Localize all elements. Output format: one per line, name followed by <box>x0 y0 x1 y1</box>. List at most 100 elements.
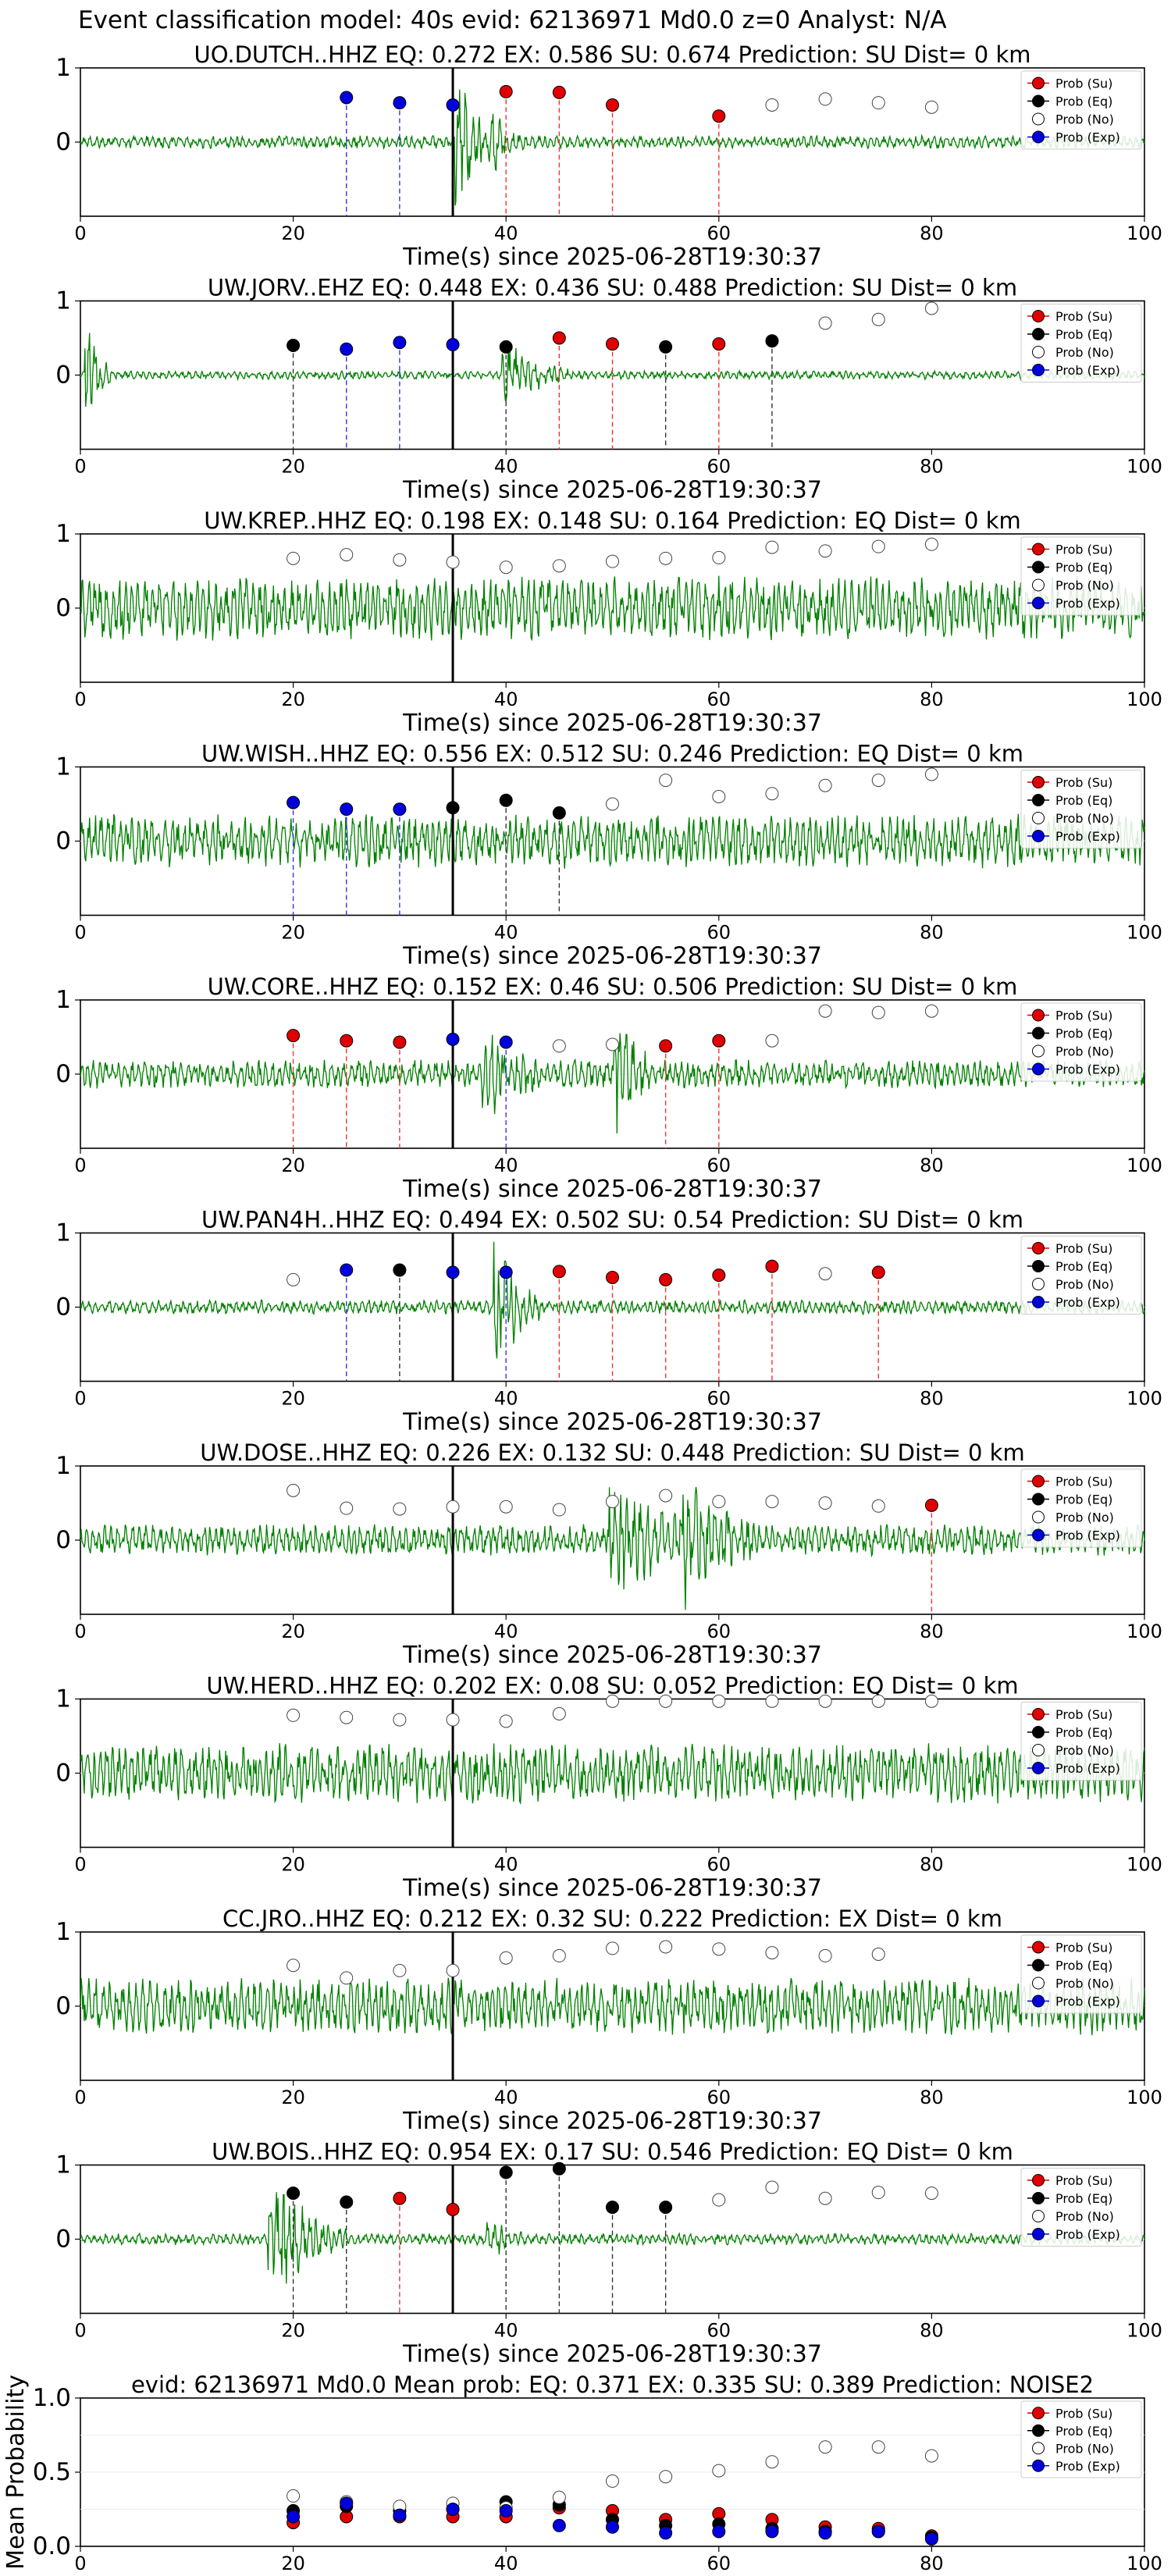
x-tick-label: 80 <box>920 922 944 944</box>
legend-marker-eq <box>1032 2424 1045 2437</box>
probability-marker-no <box>393 553 407 567</box>
legend-label-eq: Prob (Eq) <box>1055 2424 1112 2439</box>
probability-marker-no <box>818 316 832 330</box>
probability-marker-no <box>287 1483 301 1497</box>
x-tick-label: 40 <box>494 2553 518 2574</box>
legend-marker-exp <box>1032 364 1045 376</box>
legend-label-exp: Prob (Exp) <box>1055 596 1120 611</box>
probability-marker-no <box>765 540 779 554</box>
probability-marker-no <box>340 548 354 562</box>
probability-marker-eq <box>287 2186 301 2201</box>
waveform-trace <box>80 575 1145 642</box>
probability-marker-su <box>552 1265 566 1279</box>
legend-label-exp: Prob (Exp) <box>1055 829 1120 844</box>
waveform-trace <box>80 813 1145 869</box>
probability-marker-no <box>924 2186 938 2201</box>
x-tick-label: 100 <box>1127 688 1162 710</box>
probability-marker-no <box>924 100 938 114</box>
x-tick-label: 60 <box>707 1388 731 1410</box>
mean-marker-exp <box>393 2508 407 2522</box>
legend-box <box>1020 1002 1142 1082</box>
mean-marker-no <box>818 2440 832 2454</box>
probability-marker-su <box>765 1259 779 1273</box>
panel-title: UW.CORE..HHZ EQ: 0.152 EX: 0.46 SU: 0.50… <box>208 973 1018 1000</box>
x-tick-label: 40 <box>494 688 518 710</box>
probability-marker-su <box>659 1039 673 1053</box>
panel-title: UW.JORV..EHZ EQ: 0.448 EX: 0.436 SU: 0.4… <box>208 275 1017 301</box>
legend-label-no: Prob (No) <box>1055 2441 1114 2456</box>
panel-title: UW.DOSE..HHZ EQ: 0.226 EX: 0.132 SU: 0.4… <box>200 1439 1024 1466</box>
probability-marker-no <box>606 554 619 568</box>
x-tick-label: 0 <box>74 1388 86 1410</box>
mean-marker-no <box>659 2470 673 2484</box>
y-tick-label: 1 <box>55 753 71 781</box>
probability-marker-su <box>712 337 726 351</box>
x-tick-label: 100 <box>1127 2553 1162 2574</box>
probability-marker-su <box>712 1034 726 1048</box>
probability-marker-no <box>552 1503 566 1517</box>
legend-label-no: Prob (No) <box>1055 1277 1114 1292</box>
legend-marker-eq <box>1032 94 1045 108</box>
mean-marker-exp <box>765 2524 779 2539</box>
legend-marker-exp <box>1032 830 1045 842</box>
legend-marker-su <box>1032 1475 1045 1488</box>
probability-marker-no <box>818 1004 832 1018</box>
probability-marker-no <box>446 555 460 569</box>
probability-marker-exp <box>499 1035 513 1049</box>
mean-marker-no <box>287 2489 301 2503</box>
probability-marker-su <box>712 109 726 123</box>
legend-marker-exp <box>1032 596 1045 610</box>
legend-label-su: Prob (Su) <box>1055 2406 1112 2421</box>
figure-suptitle: Event classification model: 40s evid: 62… <box>78 6 947 34</box>
x-tick-label: 40 <box>494 1854 518 1876</box>
x-tick-label: 0 <box>74 2320 86 2342</box>
probability-marker-no <box>606 1037 619 1051</box>
panel-title: UW.HERD..HHZ EQ: 0.202 EX: 0.08 SU: 0.05… <box>206 1673 1018 1699</box>
probability-marker-no <box>446 1500 460 1514</box>
probability-marker-no <box>659 1940 673 1954</box>
legend-box <box>1020 1702 1142 1781</box>
probability-marker-no <box>871 96 885 110</box>
legend-marker-eq <box>1032 1959 1045 1972</box>
legend-marker-su <box>1032 310 1045 322</box>
x-tick-label: 60 <box>707 922 731 944</box>
probability-marker-no <box>765 787 779 801</box>
legend-label-no: Prob (No) <box>1055 345 1114 360</box>
legend-label-exp: Prob (Exp) <box>1055 2227 1120 2242</box>
probability-marker-eq <box>287 339 301 352</box>
legend-marker-eq <box>1032 1026 1045 1040</box>
x-tick-label: 60 <box>707 688 731 710</box>
legend-box <box>1020 1236 1142 1315</box>
legend-label-su: Prob (Su) <box>1055 1241 1112 1256</box>
legend-label-su: Prob (Su) <box>1055 309 1112 324</box>
y-tick-label: 1 <box>55 1452 71 1480</box>
y-axis-label: Mean Probability <box>2 2375 30 2570</box>
probability-marker-no <box>287 1959 301 1973</box>
legend-label-exp: Prob (Exp) <box>1055 363 1120 378</box>
legend-label-eq: Prob (Eq) <box>1055 1725 1112 1740</box>
legend-label-su: Prob (Su) <box>1055 2173 1112 2188</box>
legend-label-su: Prob (Su) <box>1055 1475 1112 1489</box>
x-tick-label: 20 <box>281 1854 305 1876</box>
legend-label-exp: Prob (Exp) <box>1055 1528 1120 1543</box>
x-tick-label: 60 <box>707 2320 731 2342</box>
x-tick-label: 100 <box>1127 222 1162 244</box>
probability-marker-no <box>606 1694 619 1708</box>
y-tick-label: 1 <box>55 1918 71 1946</box>
y-tick-label: 0 <box>55 1992 71 2020</box>
probability-marker-su <box>552 85 566 99</box>
probability-marker-su <box>659 1272 673 1286</box>
x-tick-label: 20 <box>281 2087 305 2108</box>
y-tick-label: 0.5 <box>33 2458 71 2486</box>
probability-marker-no <box>871 312 885 326</box>
x-tick-label: 20 <box>281 1621 305 1642</box>
x-tick-label: 60 <box>707 456 731 478</box>
x-axis-label: Time(s) since 2025-06-28T19:30:37 <box>402 1642 822 1669</box>
y-tick-label: 0.0 <box>33 2532 71 2560</box>
x-tick-label: 100 <box>1127 1854 1162 1876</box>
probability-marker-exp <box>393 336 407 350</box>
legend-label-eq: Prob (Eq) <box>1055 1493 1112 1507</box>
legend-label-su: Prob (Su) <box>1055 76 1112 91</box>
probability-marker-eq <box>659 2201 673 2215</box>
